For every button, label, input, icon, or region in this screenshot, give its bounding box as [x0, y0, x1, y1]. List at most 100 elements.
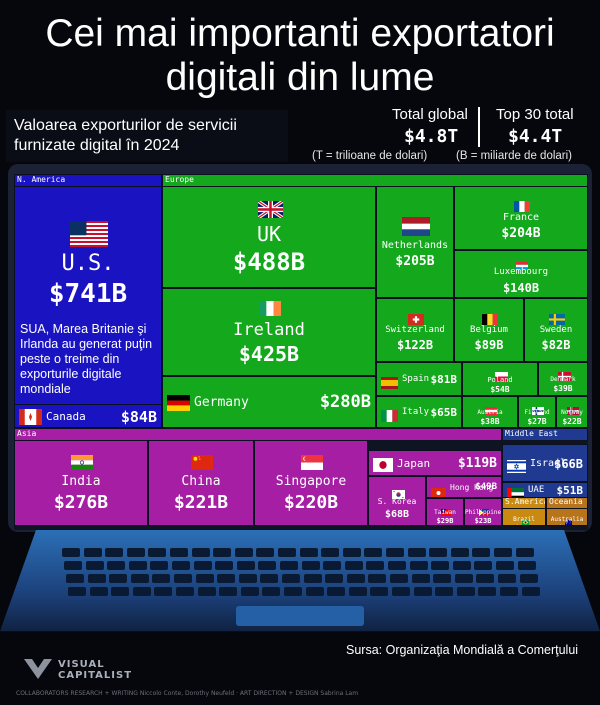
keyboard-key	[172, 561, 190, 570]
tile-belgium: Belgium $89B	[454, 298, 524, 362]
us-flag-icon	[70, 221, 108, 248]
keyboard-key	[515, 548, 534, 557]
keyboard-key	[301, 561, 320, 570]
country-name: U.S.	[61, 251, 115, 276]
country-name: Japan	[397, 457, 431, 471]
keyboard-key	[238, 574, 257, 583]
country-name: Ireland	[233, 319, 305, 340]
keyboard-key	[154, 587, 173, 596]
brand-name: VISUAL CAPITALIST	[58, 659, 132, 681]
keyboard-key	[409, 561, 428, 570]
country-value: $29B	[436, 516, 454, 525]
country-value: $220B	[283, 492, 339, 514]
keyboard-key	[215, 561, 234, 570]
keyboard-key	[496, 561, 514, 570]
country-name: Italy	[402, 407, 430, 418]
keyboard-key	[217, 574, 236, 583]
keyboard-key	[390, 574, 408, 583]
keyboard-key	[494, 548, 512, 557]
keyboard-key	[282, 574, 300, 583]
keyboard-key	[193, 561, 212, 570]
keyboard-key	[87, 574, 106, 583]
tile-india: India $276B	[14, 440, 148, 526]
country-value: $49B	[475, 482, 497, 493]
region-label: Oceania	[549, 497, 583, 506]
country-value: $140B	[502, 280, 540, 295]
tile-ireland: Ireland $425B	[162, 288, 376, 376]
br-flag-icon	[521, 510, 529, 525]
brand-line-1: VISUAL	[58, 659, 105, 670]
keyboard-key	[452, 561, 471, 570]
keyboard-key	[64, 561, 82, 570]
country-name: Denmark	[550, 376, 576, 384]
country-value: $205B	[395, 254, 435, 270]
hk-flag-icon	[431, 483, 446, 497]
country-value: $39B	[553, 384, 573, 394]
keyboard-key	[368, 574, 387, 583]
tile-poland: Poland $54B	[462, 362, 538, 396]
keyboard-key	[472, 548, 491, 557]
country-value: $65B	[430, 406, 458, 420]
top30-label: Top 30 total	[496, 106, 574, 123]
keyboard-key	[519, 574, 538, 583]
se-flag-icon	[549, 310, 565, 325]
tile-netherlands: Netherlands $205B	[376, 186, 454, 298]
ca-flag-icon	[19, 409, 42, 425]
country-name: Poland	[487, 375, 513, 384]
keyboard-key	[240, 587, 259, 596]
keyboard-key	[388, 561, 406, 570]
country-value: $221B	[173, 492, 229, 514]
region-label: N. America	[17, 175, 66, 184]
country-value: $22B	[562, 416, 582, 426]
ph-flag-icon	[479, 501, 489, 517]
region-header-n-america: N. America	[14, 174, 162, 186]
keyboard-key	[62, 548, 80, 557]
tile-u-s: U.S. $741B	[14, 186, 162, 428]
ch-flag-icon	[408, 310, 424, 325]
tile-israel: Israel $66B	[502, 444, 588, 482]
region-header-europe: Europe	[162, 174, 588, 186]
country-name: Switzerland	[385, 324, 445, 335]
lu-flag-icon	[516, 255, 528, 271]
keyboard-key	[280, 561, 298, 570]
keyboard-key	[89, 587, 108, 596]
country-value: $51B	[556, 484, 584, 498]
keyboard-key	[109, 574, 128, 583]
country-name: China	[181, 474, 221, 490]
tile-austria: Austria $38B	[462, 396, 518, 428]
page-title: Cei mai importanti exportatori digitali …	[45, 12, 555, 99]
country-value: $81B	[430, 373, 458, 387]
treemap: N. America Europe Asia Middle East S.America…	[14, 174, 588, 530]
in-flag-icon	[71, 455, 93, 471]
keyboard-key	[256, 548, 275, 557]
country-value: $204B	[501, 226, 541, 242]
it-flag-icon	[381, 407, 398, 422]
tile-finland: Finland $27B	[518, 396, 556, 428]
total-global-value: $4.8T	[404, 126, 459, 147]
country-name: Sweden	[539, 324, 573, 335]
region-header-asia: Asia	[14, 428, 502, 440]
nl-flag-icon	[402, 216, 430, 236]
laptop-keyboard	[62, 548, 540, 602]
keyboard-key	[150, 561, 169, 570]
keyboard-key	[197, 587, 216, 596]
keyboard-key	[66, 574, 84, 583]
keyboard-key	[111, 587, 130, 596]
region-label: S.America	[505, 497, 546, 506]
tile-brazil: Brazil$29B	[502, 508, 546, 526]
keyboard-key	[152, 574, 171, 583]
tile-taiwan: Taiwan $29B	[426, 498, 464, 526]
il-flag-icon	[507, 458, 526, 473]
tile-s-korea: S. Korea $68B	[368, 476, 426, 526]
keyboard-key	[260, 574, 279, 583]
keyboard-key	[407, 548, 426, 557]
keyboard-key	[327, 587, 346, 596]
country-value: $27B	[527, 416, 547, 426]
keyboard-key	[325, 574, 344, 583]
collaborators-credit: COLLABORATORS RESEARCH + WRITING Niccolo…	[16, 690, 359, 697]
keyboard-key	[386, 548, 404, 557]
tile-denmark: Denmark $39B	[538, 362, 588, 396]
country-name: Belgium	[470, 324, 508, 335]
country-name: Canada	[46, 410, 86, 424]
keyboard-key	[305, 587, 324, 596]
